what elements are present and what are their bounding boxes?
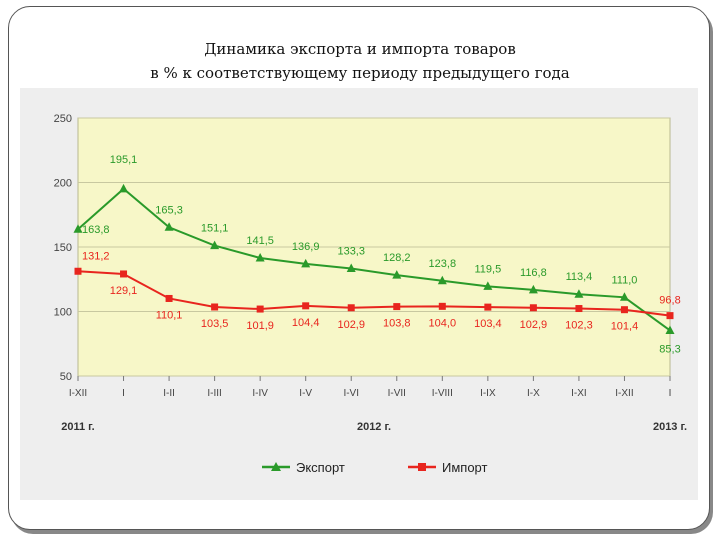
y-tick-label: 50: [60, 371, 72, 383]
export-data-label: 141,5: [246, 235, 274, 247]
import-data-label: 102,9: [520, 319, 548, 331]
year-label: 2011 г.: [61, 421, 94, 433]
export-point: [301, 258, 311, 268]
import-data-label: 131,2: [82, 250, 110, 262]
import-data-label: 96,8: [659, 295, 680, 307]
export-point: [73, 224, 83, 233]
y-tick-label: 250: [54, 113, 72, 125]
x-tick-label: I-III: [207, 388, 221, 399]
import-data-label: 102,9: [337, 319, 365, 331]
year-label: 2012 г.: [357, 421, 391, 433]
x-tick-label: I-VIII: [432, 388, 453, 399]
export-data-label: 165,3: [155, 204, 183, 216]
x-tick-label: I-VI: [343, 388, 359, 399]
legend-item-import: Импорт: [408, 460, 487, 475]
legend: Экспорт Импорт: [262, 460, 487, 475]
export-data-label: 111,0: [612, 274, 638, 286]
x-tick-label: I-IV: [252, 388, 268, 399]
import-point: [120, 270, 128, 278]
import-point: [484, 303, 492, 311]
export-data-label: 195,1: [110, 154, 138, 166]
x-tick-label: I-XI: [571, 388, 587, 399]
series-line-import: [77, 270, 671, 317]
import-point: [575, 305, 583, 313]
export-data-label: 113,4: [566, 271, 593, 283]
export-point: [210, 240, 220, 250]
series-line-export: [77, 187, 671, 332]
x-tick-label: I: [122, 388, 125, 399]
export-data-label: 85,3: [659, 343, 680, 355]
import-point: [529, 304, 537, 312]
import-data-label: 103,4: [474, 318, 502, 330]
import-data-label: 110,1: [156, 309, 183, 321]
export-data-label: 163,8: [82, 224, 110, 236]
x-tick-label: I-V: [299, 388, 312, 399]
import-point: [620, 306, 628, 314]
legend-import-label: Импорт: [442, 460, 487, 475]
import-data-label: 129,1: [110, 285, 138, 297]
x-tick-label: I-II: [163, 388, 175, 399]
export-point: [255, 252, 265, 262]
import-point: [165, 294, 173, 302]
y-tick-label: 200: [54, 178, 72, 190]
import-point: [74, 267, 82, 275]
chart-title-line2: в % к соответствующему периоду предыдуще…: [150, 64, 570, 82]
y-tick-label: 150: [54, 242, 72, 254]
export-point: [392, 270, 402, 279]
x-tick-label: I-XII: [615, 388, 633, 399]
export-point: [164, 222, 174, 231]
legend-export-marker: [271, 462, 281, 471]
legend-import-marker: [418, 463, 426, 471]
import-data-label: 102,3: [565, 320, 593, 332]
export-point: [119, 183, 129, 193]
chart-title-line1: Динамика экспорта и импорта товаров: [204, 40, 516, 58]
x-tick-label: I: [669, 388, 672, 399]
import-point: [302, 302, 310, 310]
import-point: [438, 302, 446, 310]
export-data-label: 151,1: [201, 223, 229, 235]
export-data-label: 136,9: [292, 241, 320, 253]
export-data-label: 116,8: [520, 267, 547, 279]
import-point: [393, 303, 401, 311]
import-data-label: 104,0: [429, 317, 457, 329]
x-tick-label: I-IX: [480, 388, 496, 399]
import-point: [347, 304, 355, 312]
import-point: [211, 303, 219, 311]
import-point: [666, 312, 674, 320]
legend-export-label: Экспорт: [296, 460, 345, 475]
import-data-label: 101,9: [246, 320, 274, 332]
year-label: 2013 г.: [653, 421, 687, 433]
export-point: [437, 275, 447, 285]
x-tick-label: I-X: [527, 388, 540, 399]
export-data-label: 133,3: [337, 246, 365, 258]
export-data-label: 119,5: [474, 263, 501, 275]
export-point: [574, 289, 584, 298]
export-point: [528, 284, 538, 294]
import-data-label: 104,4: [292, 317, 320, 329]
import-data-label: 103,5: [201, 318, 229, 330]
export-data-label: 123,8: [429, 258, 457, 270]
legend-item-export: Экспорт: [262, 460, 345, 475]
export-point: [665, 325, 675, 334]
import-data-label: 101,4: [611, 321, 639, 333]
import-data-label: 103,8: [383, 318, 411, 330]
export-point: [483, 281, 493, 290]
x-tick-label: I-VII: [388, 388, 406, 399]
export-data-label: 128,2: [383, 252, 411, 264]
import-point: [256, 305, 264, 313]
x-tick-label: I-XII: [69, 388, 87, 399]
export-point: [619, 292, 629, 301]
export-point: [346, 263, 356, 273]
y-tick-label: 100: [54, 307, 72, 319]
